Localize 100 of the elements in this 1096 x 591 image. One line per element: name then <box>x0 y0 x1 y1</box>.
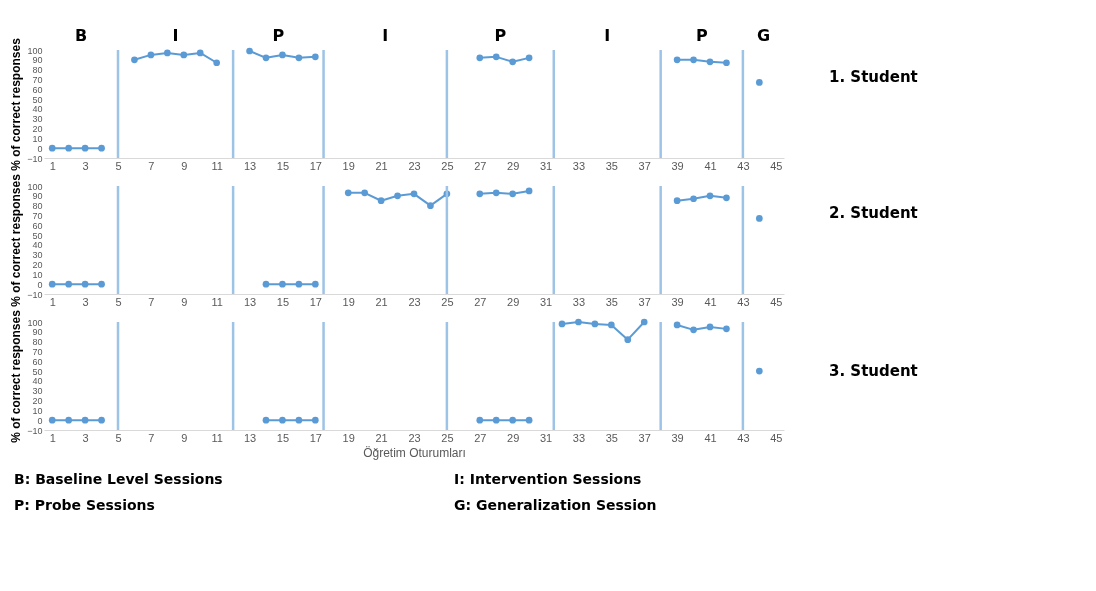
text: G <box>756 26 771 45</box>
y-tick-label: 20 <box>32 396 43 407</box>
x-tick-label: 45 <box>770 159 783 172</box>
x-tick-label: 37 <box>638 159 651 172</box>
x-tick-label: 45 <box>770 295 783 308</box>
x-tick-label: 17 <box>309 295 322 308</box>
y-tick-label: 10 <box>32 405 43 416</box>
x-tick-label: 19 <box>342 431 355 444</box>
text: 3. Student <box>829 361 918 380</box>
y-tick-label: −10 <box>27 289 43 300</box>
y-tick-label: 100 <box>27 317 43 328</box>
x-tick-label: 25 <box>441 295 454 308</box>
y-tick-label: 50 <box>32 94 43 105</box>
y-tick-label: 70 <box>32 74 43 85</box>
x-tick-label: 43 <box>737 295 750 308</box>
x-tick-label: 21 <box>375 159 388 172</box>
y-tick-label: 100 <box>27 45 43 56</box>
y-tick-label: 40 <box>32 376 43 387</box>
y-tick-label: 80 <box>32 65 43 76</box>
x-tick-label: 3 <box>82 295 89 308</box>
x-tick-label: 35 <box>605 295 618 308</box>
y-tick-label: 60 <box>32 356 43 367</box>
y-axis-title: % of correct responses <box>9 37 24 171</box>
y-tick-label: 50 <box>32 366 43 377</box>
y-tick-label: 70 <box>32 346 43 357</box>
x-tick-label: 43 <box>737 159 750 172</box>
x-tick-label: 23 <box>408 159 421 172</box>
x-tick-label: 21 <box>375 295 388 308</box>
x-tick-label: 37 <box>638 431 651 444</box>
x-tick-label: 37 <box>638 295 651 308</box>
x-tick-label: 3 <box>82 159 89 172</box>
y-tick-label: 10 <box>32 269 43 280</box>
x-tick-label: 5 <box>115 431 122 444</box>
text: I <box>604 26 611 45</box>
y-tick-label: 80 <box>32 201 43 212</box>
text: I: Intervention Sessions <box>454 471 642 487</box>
y-tick-label: −10 <box>27 425 43 436</box>
x-tick-label: 3 <box>82 431 89 444</box>
x-tick-label: 1 <box>49 431 56 444</box>
x-tick-label: 1 <box>49 295 56 308</box>
text: B <box>74 26 88 45</box>
x-tick-label: 29 <box>507 159 520 172</box>
y-tick-label: −10 <box>27 153 43 164</box>
x-tick-label: 7 <box>148 295 155 308</box>
x-tick-label: 33 <box>572 431 586 444</box>
x-tick-label: 41 <box>704 295 717 308</box>
text: 1. Student <box>829 68 918 86</box>
text: 2. Student <box>829 204 918 222</box>
x-tick-label: 11 <box>211 295 223 308</box>
y-tick-label: 20 <box>32 124 43 135</box>
x-tick-label: 23 <box>408 295 421 308</box>
x-axis-title: Öğretim Oturumları <box>363 445 466 460</box>
x-tick-label: 13 <box>243 159 257 172</box>
x-tick-label: 7 <box>148 159 155 172</box>
x-tick-label: 31 <box>539 159 553 172</box>
x-tick-label: 21 <box>375 431 388 444</box>
x-tick-label: 31 <box>539 295 553 308</box>
x-tick-label: 33 <box>572 159 586 172</box>
x-tick-label: 5 <box>115 159 122 172</box>
x-tick-label: 13 <box>243 431 257 444</box>
x-tick-label: 27 <box>474 295 487 308</box>
x-tick-label: 13 <box>243 295 257 308</box>
x-tick-label: 41 <box>704 431 717 444</box>
y-tick-label: 60 <box>32 220 43 231</box>
text: P <box>695 26 708 45</box>
y-tick-label: 50 <box>32 230 43 241</box>
text: I <box>382 26 389 45</box>
y-axis-title: % of correct responses <box>9 173 24 307</box>
x-tick-label: 27 <box>474 431 487 444</box>
x-tick-label: 19 <box>342 159 355 172</box>
text: P <box>272 26 285 45</box>
y-tick-label: 60 <box>32 84 43 95</box>
y-axis-title: % of correct responses <box>9 309 24 443</box>
text: I <box>172 26 179 45</box>
x-tick-label: 39 <box>671 159 684 172</box>
x-tick-label: 15 <box>276 159 290 172</box>
x-tick-label: 1 <box>49 159 56 172</box>
x-tick-label: 19 <box>342 295 355 308</box>
y-tick-label: 100 <box>27 181 43 192</box>
x-tick-label: 15 <box>276 295 290 308</box>
x-tick-label: 27 <box>474 159 487 172</box>
x-tick-label: 39 <box>671 431 684 444</box>
x-tick-label: 35 <box>605 431 618 444</box>
y-tick-label: 30 <box>32 114 43 125</box>
x-tick-label: 29 <box>507 295 520 308</box>
x-tick-label: 9 <box>181 295 188 308</box>
x-tick-label: 11 <box>211 159 223 172</box>
text: B: Baseline Level Sessions <box>14 471 223 487</box>
y-tick-label: 90 <box>32 55 43 66</box>
x-tick-label: 39 <box>671 295 684 308</box>
y-tick-label: 70 <box>32 210 43 221</box>
text: P: Probe Sessions <box>14 497 155 513</box>
x-tick-label: 11 <box>211 431 223 444</box>
x-tick-label: 9 <box>181 159 188 172</box>
text: G: Generalization Session <box>454 497 657 513</box>
x-tick-label: 15 <box>276 431 290 444</box>
y-tick-label: 90 <box>32 327 43 338</box>
x-tick-label: 17 <box>309 159 322 172</box>
y-tick-label: 40 <box>32 104 43 115</box>
y-tick-label: 30 <box>32 250 43 261</box>
